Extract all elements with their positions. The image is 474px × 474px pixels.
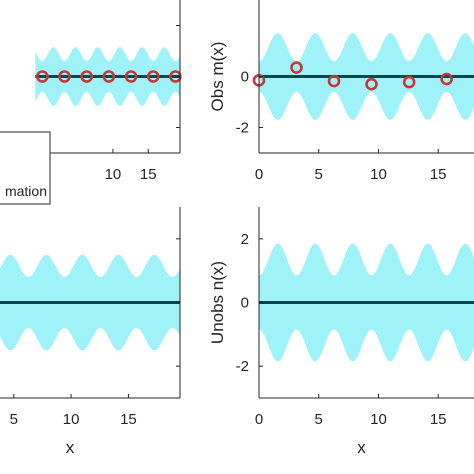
y-tick-label: -2 xyxy=(236,358,249,375)
observation-point xyxy=(365,77,378,91)
x-tick-label: 0 xyxy=(255,411,263,428)
legend-entry: mation xyxy=(5,183,47,199)
y-tick-label: -2 xyxy=(236,120,249,137)
observation-point xyxy=(327,74,341,88)
x-tick-label: 15 xyxy=(430,166,447,183)
x-tick-label: 5 xyxy=(315,411,323,428)
y-tick-label: 0 xyxy=(241,295,249,312)
chart-panel-top-left: 10 15 mation xyxy=(0,0,182,205)
x-tick-label: 10 xyxy=(370,411,387,428)
x-tick-label: 5 xyxy=(315,166,323,183)
observation-point xyxy=(102,70,116,83)
observation-point xyxy=(402,75,416,89)
y-axis-label: Obs m(x) xyxy=(208,42,227,112)
observation-point xyxy=(124,70,138,83)
x-tick-label: 10 xyxy=(370,166,387,183)
observation-point xyxy=(290,61,303,74)
y-axis-label: Unobs n(x) xyxy=(208,261,227,344)
legend: mation xyxy=(0,131,51,205)
x-tick-label: 10 xyxy=(63,411,80,428)
observation-point xyxy=(80,70,93,83)
chart-panel-top-right: 0 5 10 15 -2 0 Obs m(x) xyxy=(208,0,474,183)
chart-panel-bottom-left: 5 10 15 x xyxy=(0,207,181,457)
observation-point xyxy=(58,70,71,83)
x-tick-label: 15 xyxy=(140,166,157,183)
x-axis-label: x xyxy=(357,438,366,457)
observation-point xyxy=(146,70,160,83)
legend-box xyxy=(0,131,51,205)
x-tick-label: 0 xyxy=(255,166,263,183)
x-tick-label: 15 xyxy=(120,411,137,428)
chart-panel-bottom-right: 0 5 10 15 -2 0 2 x Unobs n(x) xyxy=(208,207,474,457)
y-tick-label: 2 xyxy=(241,231,249,248)
observation-point xyxy=(440,72,453,86)
x-tick-label: 5 xyxy=(10,411,18,428)
x-tick-label: 15 xyxy=(430,411,447,428)
x-axis-label: x xyxy=(66,438,75,457)
observation-point xyxy=(36,70,49,83)
x-tick-label: 10 xyxy=(105,166,122,183)
y-tick-label: 0 xyxy=(241,69,249,86)
